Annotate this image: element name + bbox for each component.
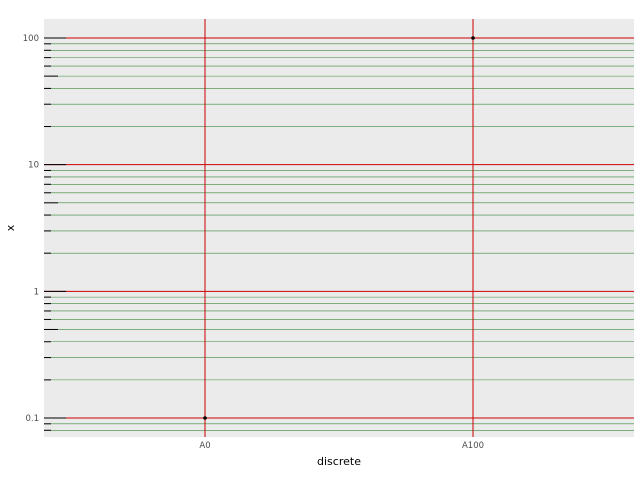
data-point [203,416,207,420]
minor-grid [44,43,634,431]
y-tick-label: 10 [28,161,39,171]
vertical-grid [204,19,474,437]
y-rug-ticks [44,37,66,431]
y-tick-labels: 0.1 1 10 100 [23,34,39,424]
plot-panel [44,19,634,437]
y-tick-label: 100 [23,34,39,44]
major-grid [44,37,634,419]
x-tick-label: A100 [462,441,484,451]
data-point [471,36,475,40]
x-tick-label: A0 [199,441,210,451]
y-axis-title: x [4,224,17,231]
x-axis-title: discrete [317,455,361,468]
y-tick-label: 0.1 [25,414,39,424]
y-tick-label: 1 [34,287,39,297]
x-tick-labels: A0 A100 [199,441,484,451]
data-points [203,36,475,420]
